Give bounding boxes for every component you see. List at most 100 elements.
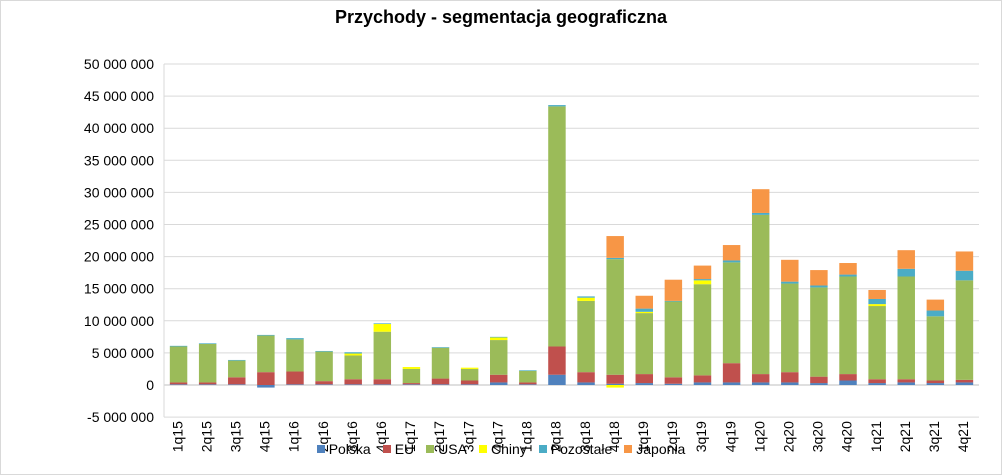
bar-segment xyxy=(664,301,683,378)
x-tick-label: 3q17 xyxy=(460,421,476,452)
bar-segment xyxy=(751,189,770,213)
bar-segment xyxy=(897,379,915,383)
legend-label: USA xyxy=(438,441,467,457)
bar-segment xyxy=(839,380,857,385)
x-tick-label: 2q21 xyxy=(897,421,913,452)
x-tick-label: 2q18 xyxy=(548,421,564,452)
bar-segment xyxy=(431,347,450,348)
bar-segment xyxy=(751,212,770,215)
legend-label: EU xyxy=(394,441,415,457)
bar-segment xyxy=(606,257,624,260)
x-tick-label: 1q16 xyxy=(286,421,302,452)
legend-item: Japonia xyxy=(624,441,685,457)
y-tick-label: 10 000 000 xyxy=(84,313,154,329)
x-tick-label: 4q19 xyxy=(722,421,738,452)
bar-segment xyxy=(548,346,566,375)
bar-segment xyxy=(635,311,653,314)
bar-segment xyxy=(257,385,275,388)
bar-segment xyxy=(373,331,392,380)
bar-segment xyxy=(664,279,683,301)
bar-segment xyxy=(606,374,624,384)
bar-segment xyxy=(781,281,799,284)
bar-segment xyxy=(460,367,479,369)
bar-segment xyxy=(344,352,362,354)
bar-segment xyxy=(460,380,479,385)
bar-segment xyxy=(373,324,392,332)
bar-segment xyxy=(722,245,741,261)
bar-segment xyxy=(722,262,741,364)
x-tick-label: 4q21 xyxy=(955,421,971,452)
chart-legend: Polska EU USA Chiny Pozostałe Japonia xyxy=(1,441,1001,457)
bar-segment xyxy=(577,382,595,385)
y-tick-label: 15 000 000 xyxy=(84,281,154,297)
bar-segment xyxy=(198,343,217,383)
bar-segment xyxy=(257,372,275,385)
legend-item: Polska xyxy=(316,441,371,457)
legend-swatch xyxy=(624,445,633,453)
bar-segment xyxy=(606,259,624,375)
bar-segment xyxy=(664,377,683,384)
bar-segment xyxy=(198,343,217,344)
chart-title: Przychody - segmentacja geograficzna xyxy=(334,7,668,27)
bar-segment xyxy=(635,374,653,384)
bar-segment xyxy=(402,367,421,369)
bar-segment xyxy=(402,383,421,385)
bar-segment xyxy=(955,379,974,383)
bar-segment xyxy=(693,284,712,376)
legend-swatch xyxy=(316,445,325,453)
bar-segment xyxy=(286,384,304,385)
bar-segment xyxy=(490,382,508,385)
legend-item: USA xyxy=(426,441,467,457)
bar-segment xyxy=(169,382,188,385)
x-tick-label: 1q18 xyxy=(519,421,535,452)
x-tick-label: 2q16 xyxy=(315,421,331,452)
bar-segment xyxy=(228,384,246,385)
bar-segment xyxy=(810,270,828,286)
bar-segment xyxy=(315,381,333,385)
bar-segment xyxy=(664,300,683,302)
bar-segment xyxy=(169,384,188,385)
bar-segment xyxy=(402,368,421,384)
bar-segment xyxy=(839,276,857,375)
y-tick-label: 40 000 000 xyxy=(84,120,154,136)
bar-segment xyxy=(431,347,450,379)
bar-segment xyxy=(344,355,362,380)
bar-segment xyxy=(926,383,945,385)
bar-segment xyxy=(257,335,275,373)
bar-segment xyxy=(315,351,333,382)
x-tick-label: 3q21 xyxy=(926,421,942,452)
legend-swatch xyxy=(478,445,487,453)
bar-segment xyxy=(897,268,915,277)
bar-segment xyxy=(286,339,304,372)
bar-segment xyxy=(402,384,421,385)
x-tick-label: 3q15 xyxy=(227,421,243,452)
y-axis: -5 000 000 0 5 000 000 10 000 000 15 000 000… xyxy=(84,56,154,425)
legend-label: Pozostałe xyxy=(550,441,613,457)
x-tick-label: 4q18 xyxy=(606,421,622,452)
bar-segment xyxy=(460,384,479,385)
bar-segment xyxy=(839,274,857,277)
bar-segment xyxy=(751,214,770,375)
x-tick-label: 3q18 xyxy=(577,421,593,452)
bar-segment xyxy=(635,295,653,309)
bar-segment xyxy=(344,379,362,385)
bar-segment xyxy=(664,383,683,385)
bar-segment xyxy=(228,360,246,378)
bar-segment xyxy=(577,297,595,301)
bar-segment xyxy=(955,270,974,281)
bar-segment xyxy=(897,382,915,385)
bar-segment xyxy=(810,383,828,385)
bar-segment xyxy=(926,380,945,384)
y-tick-label: 50 000 000 xyxy=(84,56,154,72)
bar-segment xyxy=(606,385,624,388)
bar-segment xyxy=(460,368,479,381)
bar-segment xyxy=(926,299,945,311)
bar-segment xyxy=(373,379,392,385)
bar-segment xyxy=(257,334,275,336)
bar-segment xyxy=(868,379,886,384)
bar-segment xyxy=(548,374,566,385)
bar-segment xyxy=(868,306,886,380)
legend-label: Chiny xyxy=(490,441,527,457)
bar-segment xyxy=(839,374,857,381)
bar-segment xyxy=(810,285,828,288)
